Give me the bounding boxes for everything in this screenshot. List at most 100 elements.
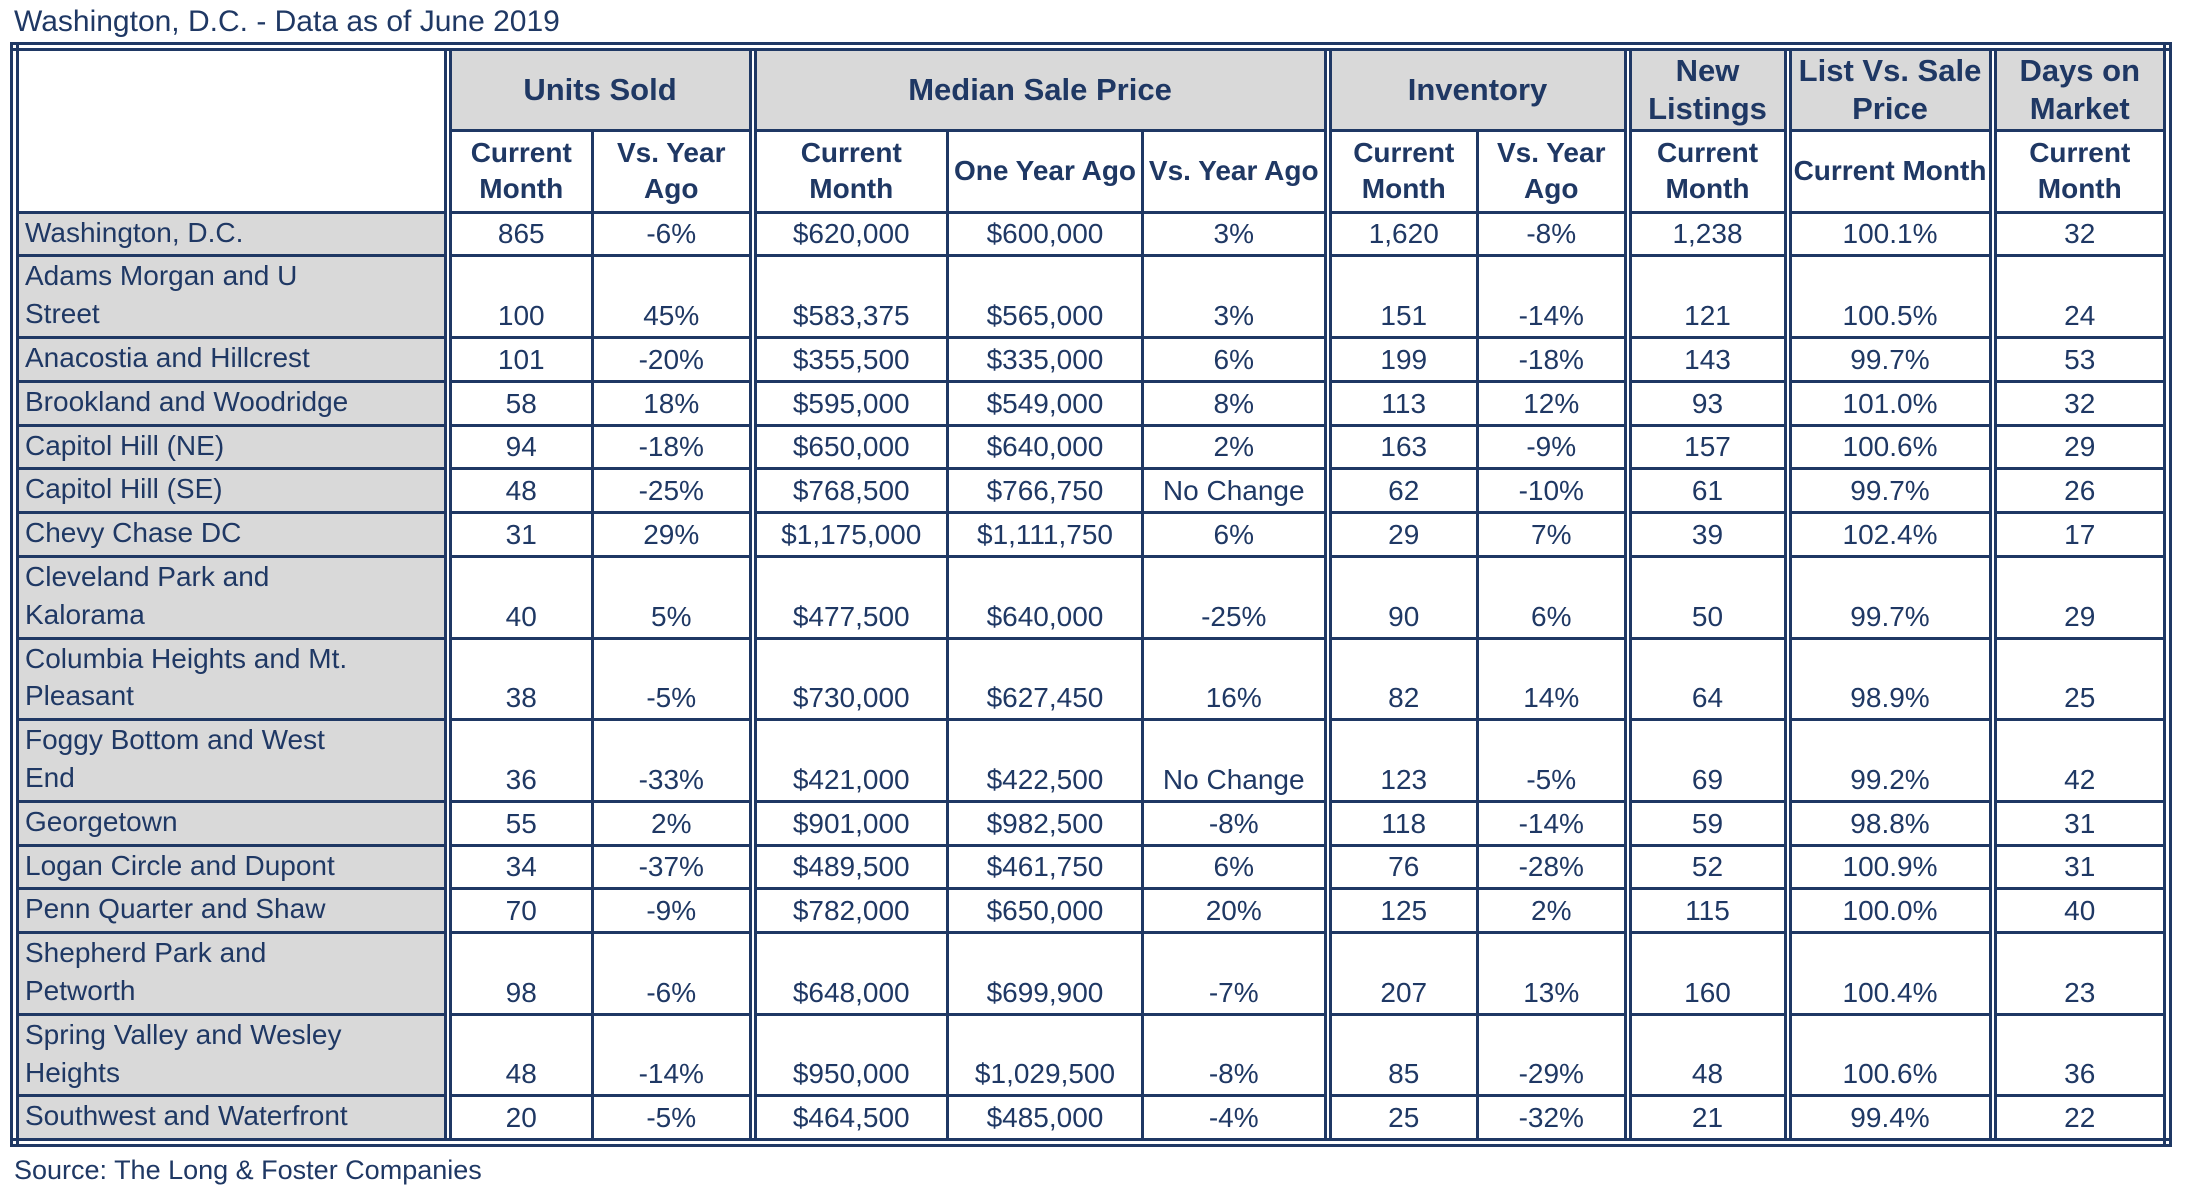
- value-cell: 20: [443, 1094, 594, 1145]
- group-header-cell: New Listings: [1623, 45, 1789, 132]
- value-cell: 163: [1323, 423, 1479, 471]
- value-cell: -10%: [1476, 467, 1629, 515]
- region-cell: Spring Valley and Wesley Heights: [13, 1012, 449, 1098]
- value-cell: 31: [1988, 799, 2169, 847]
- value-cell: 123: [1323, 718, 1479, 803]
- value-cell: $595,000: [748, 379, 949, 427]
- market-data-table: Units Sold Median Sale Price Inventory New …: [10, 42, 2172, 1148]
- value-cell: $782,000: [748, 887, 949, 935]
- region-cell: Capitol Hill (NE): [13, 423, 449, 471]
- value-cell: 26: [1988, 467, 2169, 515]
- table-row: Columbia Heights and Mt. Pleasant 38 -5% $7…: [13, 636, 2169, 722]
- value-cell: 45%: [591, 254, 754, 340]
- value-cell: 2%: [591, 799, 754, 847]
- region-cell: Capitol Hill (SE): [13, 467, 449, 515]
- value-cell: -37%: [591, 843, 754, 891]
- value-cell: 100: [443, 254, 594, 340]
- region-cell: Brookland and Woodridge: [13, 379, 449, 427]
- value-cell: $730,000: [748, 636, 949, 722]
- value-cell: 143: [1623, 336, 1789, 383]
- value-cell: 100.1%: [1783, 210, 1994, 258]
- table-row: Cleveland Park and Kalorama 40 5% $477,500 $…: [13, 555, 2169, 640]
- value-cell: 40: [1988, 887, 2169, 935]
- value-cell: 69: [1623, 718, 1789, 803]
- value-cell: $565,000: [946, 254, 1144, 340]
- value-cell: 25: [1988, 636, 2169, 722]
- value-cell: 39: [1623, 511, 1789, 558]
- value-cell: 12%: [1476, 379, 1629, 427]
- region-cell: Cleveland Park and Kalorama: [13, 555, 449, 640]
- value-cell: 31: [1988, 843, 2169, 891]
- table-header: Units Sold Median Sale Price Inventory New …: [13, 45, 2169, 214]
- sub-header-cell: Vs. Year Ago: [591, 128, 754, 214]
- sub-header-row: Current Month Vs. Year Ago Current Month On…: [15, 128, 2169, 214]
- value-cell: 34: [443, 843, 594, 891]
- page-title: Washington, D.C. - Data as of June 2019: [14, 5, 560, 38]
- value-cell: -9%: [591, 887, 754, 935]
- value-cell: 48: [443, 467, 594, 515]
- value-cell: 151: [1323, 254, 1479, 340]
- value-cell: 53: [1988, 336, 2169, 383]
- value-cell: -29%: [1476, 1012, 1629, 1098]
- value-cell: $549,000: [946, 379, 1144, 427]
- value-cell: 100.4%: [1783, 931, 1994, 1016]
- value-cell: -14%: [1476, 799, 1629, 847]
- value-cell: 100.9%: [1783, 843, 1994, 891]
- value-cell: 100.6%: [1783, 423, 1994, 471]
- table-row: Capitol Hill (NE) 94 -18% $650,000 $640,000 2…: [13, 423, 2169, 471]
- table-body: Washington, D.C. 865 -6% $620,000 $600,000 3%…: [13, 210, 2169, 1145]
- value-cell: 101.0%: [1783, 379, 1994, 427]
- value-cell: 13%: [1476, 931, 1629, 1016]
- value-cell: $699,900: [946, 931, 1144, 1016]
- value-cell: -8%: [1141, 1012, 1329, 1098]
- table-row: Washington, D.C. 865 -6% $620,000 $600,000 3%…: [13, 210, 2169, 258]
- value-cell: $950,000: [748, 1012, 949, 1098]
- value-cell: $650,000: [946, 887, 1144, 935]
- value-cell: 99.2%: [1783, 718, 1994, 803]
- value-cell: 20%: [1141, 887, 1329, 935]
- value-cell: 6%: [1141, 843, 1329, 891]
- value-cell: 5%: [591, 555, 754, 640]
- value-cell: $485,000: [946, 1094, 1144, 1145]
- value-cell: 118: [1323, 799, 1479, 847]
- value-cell: 3%: [1141, 254, 1329, 340]
- value-cell: 160: [1623, 931, 1789, 1016]
- value-cell: 98.9%: [1783, 636, 1994, 722]
- table-row: Logan Circle and Dupont 34 -37% $489,500 $46…: [13, 843, 2169, 891]
- value-cell: $901,000: [748, 799, 949, 847]
- corner-cell: [13, 45, 449, 214]
- value-cell: -32%: [1476, 1094, 1629, 1145]
- value-cell: $600,000: [946, 210, 1144, 258]
- value-cell: 70: [443, 887, 594, 935]
- group-header-cell: Days on Market: [1988, 45, 2169, 132]
- sub-header-cell: Current Month: [748, 128, 949, 214]
- value-cell: 865: [443, 210, 594, 258]
- value-cell: 100.6%: [1783, 1012, 1994, 1098]
- region-cell: Washington, D.C.: [13, 210, 449, 258]
- sub-header-cell: Current Month: [443, 128, 594, 214]
- value-cell: No Change: [1141, 718, 1329, 803]
- region-cell: Anacostia and Hillcrest: [13, 336, 449, 383]
- table-row: Spring Valley and Wesley Heights 48 -14% $9…: [13, 1012, 2169, 1098]
- value-cell: -20%: [591, 336, 754, 383]
- value-cell: 99.7%: [1783, 336, 1994, 383]
- value-cell: -5%: [1476, 718, 1629, 803]
- table-row: Anacostia and Hillcrest 101 -20% $355,500 $3…: [13, 336, 2169, 383]
- value-cell: -4%: [1141, 1094, 1329, 1145]
- table-row: Chevy Chase DC 31 29% $1,175,000 $1,111,750 6…: [13, 511, 2169, 558]
- value-cell: -8%: [1476, 210, 1629, 258]
- value-cell: 55: [443, 799, 594, 847]
- value-cell: 29: [1988, 555, 2169, 640]
- sub-header-cell: Current Month: [1783, 128, 1994, 214]
- value-cell: 125: [1323, 887, 1479, 935]
- value-cell: 94: [443, 423, 594, 471]
- value-cell: 102.4%: [1783, 511, 1994, 558]
- value-cell: No Change: [1141, 467, 1329, 515]
- table-row: Georgetown 55 2% $901,000 $982,500 -8% 118 -14%…: [13, 799, 2169, 847]
- group-header-cell: Units Sold: [443, 45, 754, 132]
- value-cell: 24: [1988, 254, 2169, 340]
- value-cell: 52: [1623, 843, 1789, 891]
- table-row: Penn Quarter and Shaw 70 -9% $782,000 $650,0…: [13, 887, 2169, 935]
- value-cell: $464,500: [748, 1094, 949, 1145]
- region-cell: Foggy Bottom and West End: [13, 718, 449, 803]
